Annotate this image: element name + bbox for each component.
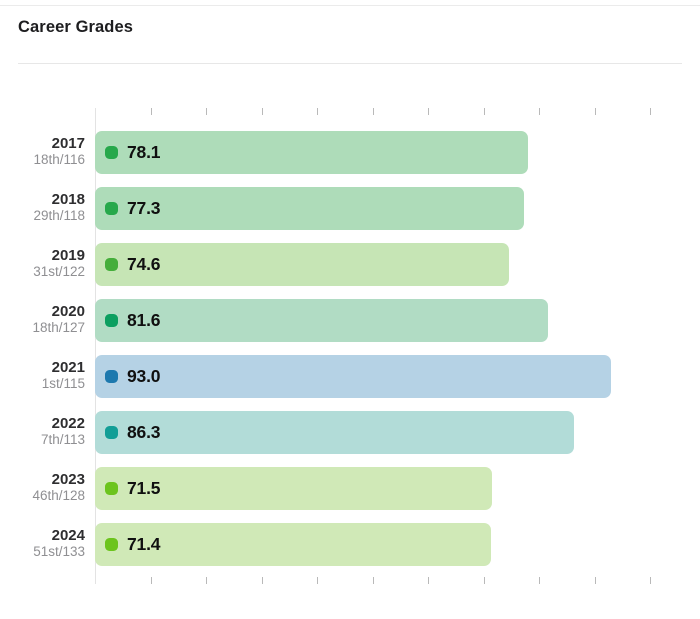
row-label: 2020 18th/127 [0, 303, 85, 336]
grade-dot-icon [105, 314, 118, 327]
row-year-label: 2021 [51, 359, 85, 376]
grade-value-label: 86.3 [127, 422, 161, 442]
row-year-label: 2022 [51, 415, 85, 432]
row-year-label: 2020 [51, 303, 85, 320]
row-rank-label: 29th/118 [33, 208, 85, 223]
bottom-axis-tick [483, 577, 485, 584]
grade-value-label: 71.5 [127, 478, 161, 498]
top-axis-tick [372, 108, 374, 115]
grade-dot-icon [105, 370, 118, 383]
bottom-axis-tick [594, 577, 596, 584]
top-axis-tick [483, 108, 485, 115]
grade-dot-icon [105, 482, 118, 495]
header-divider [18, 63, 682, 64]
grade-dot-icon [105, 258, 118, 271]
row-year-label: 2017 [51, 135, 85, 152]
row-rank-label: 18th/116 [33, 152, 85, 167]
top-axis-tick [594, 108, 596, 115]
row-label: 2023 46th/128 [0, 471, 85, 504]
grade-bar [95, 467, 492, 510]
top-axis-tick [261, 108, 263, 115]
bottom-axis-tick [206, 577, 207, 584]
top-axis-tick [150, 108, 152, 115]
row-label: 2022 7th/113 [0, 415, 85, 448]
zero-baseline [95, 108, 96, 584]
row-label: 2017 18th/116 [0, 135, 85, 168]
top-axis-tick [539, 108, 540, 115]
grade-dot-icon [105, 538, 118, 551]
bottom-axis-tick [372, 577, 374, 584]
top-axis-tick [650, 108, 651, 115]
top-axis-tick [317, 108, 318, 115]
bottom-axis-tick [650, 577, 651, 584]
row-rank-label: 51st/133 [33, 544, 85, 559]
row-year-label: 2024 [51, 527, 85, 544]
grade-bar [95, 355, 612, 398]
grade-value-label: 78.1 [127, 142, 161, 162]
row-rank-label: 1st/115 [41, 376, 85, 391]
row-rank-label: 18th/127 [32, 320, 85, 335]
top-axis-tick [428, 108, 429, 115]
row-year-label: 2018 [51, 191, 85, 208]
grade-value-label: 77.3 [127, 198, 161, 218]
bottom-axis-tick [317, 577, 318, 584]
page-title: Career Grades [18, 18, 134, 36]
row-rank-label: 46th/128 [32, 488, 85, 503]
grade-bar [95, 523, 492, 566]
row-label: 2024 51st/133 [0, 527, 85, 560]
row-year-label: 2019 [51, 247, 85, 264]
grade-bar [95, 187, 524, 230]
top-axis-tick [206, 108, 207, 115]
bottom-axis-tick [261, 577, 263, 584]
grade-value-label: 81.6 [127, 310, 161, 330]
top-divider [0, 5, 700, 6]
grade-value-label: 93.0 [127, 366, 161, 386]
grade-value-label: 74.6 [127, 254, 161, 274]
row-label: 2021 1st/115 [0, 359, 85, 392]
row-rank-label: 31st/122 [33, 264, 85, 279]
row-label: 2019 31st/122 [0, 247, 85, 280]
row-label: 2018 29th/118 [0, 191, 85, 224]
grade-bar [95, 411, 574, 454]
grade-dot-icon [105, 426, 118, 439]
row-rank-label: 7th/113 [40, 432, 85, 447]
bottom-axis-tick [150, 577, 152, 584]
grade-bar [95, 131, 529, 174]
grade-bar [95, 299, 548, 342]
bottom-axis-tick [539, 577, 540, 584]
grade-dot-icon [105, 202, 118, 215]
grade-value-label: 71.4 [127, 534, 161, 554]
grade-dot-icon [105, 146, 118, 159]
row-year-label: 2023 [51, 471, 85, 488]
bottom-axis-tick [428, 577, 429, 584]
grade-bar [95, 243, 510, 286]
